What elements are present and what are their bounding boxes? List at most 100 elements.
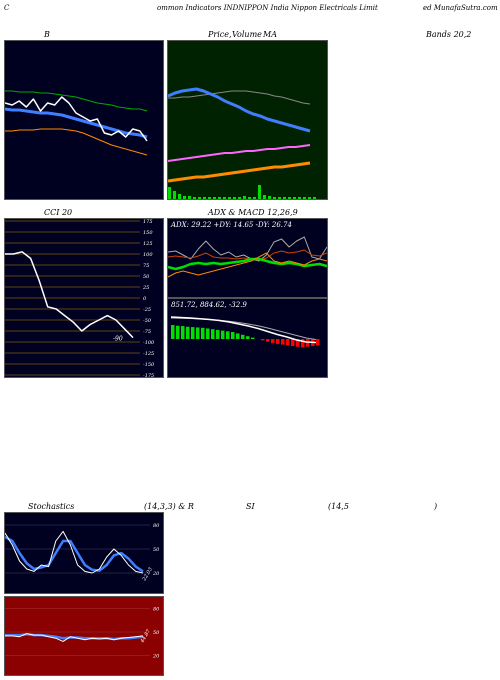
macd-hist-bar (206, 328, 210, 339)
macd-hist-bar (266, 339, 270, 342)
stoch-title: Stochastics (28, 502, 75, 511)
bollinger-title: B (44, 30, 50, 39)
price-title: Price, (208, 30, 232, 39)
rsi-params-close: ) (434, 502, 438, 511)
volume-bar (278, 197, 281, 199)
cci-tick-label: -175 (143, 373, 154, 377)
stoch-tick-label: 20 (152, 571, 160, 577)
volume-bar (238, 197, 241, 199)
si-title: SI (246, 502, 255, 511)
macd-hist-bar (306, 339, 310, 347)
volume-bar (208, 197, 211, 199)
volume-bar (173, 191, 176, 199)
adx-signal (168, 252, 327, 278)
volume-bar (283, 197, 286, 199)
cci-tick-label: -75 (143, 329, 151, 335)
stoch-k-line (5, 530, 144, 574)
volume-bar (193, 197, 196, 199)
bands-title: Bands 20,2 (426, 30, 472, 39)
price-overlap-label: Volume (232, 30, 262, 39)
adx-line (168, 236, 327, 262)
macd-hist-bar (211, 329, 215, 339)
cci-tick-label: 150 (143, 230, 153, 236)
macd-panel: 851.72, 884.62, -32.9 (167, 298, 328, 378)
bb-price-line (5, 96, 148, 142)
cci-tick-label: -50 (143, 318, 152, 324)
cci-line (5, 251, 134, 339)
macd-hist-bar (171, 325, 175, 339)
macd-hist-bar (186, 326, 190, 339)
ma-title: MA (263, 30, 277, 39)
rsi-panel: 80 50 20 44.87 (4, 596, 164, 676)
stoch-value-label: 22.03 (141, 567, 154, 583)
macd-hist-bar (246, 336, 250, 339)
macd-readout: 851.72, 884.62, -32.9 (171, 301, 247, 309)
volume-bar (273, 197, 276, 199)
ma-slow-line (168, 90, 311, 105)
macd-hist-bar (236, 333, 240, 339)
volume-bar (213, 197, 216, 199)
cci-tick-label: 175 (143, 219, 153, 225)
ma-fast-line (168, 87, 311, 133)
macd-hist-bar (216, 329, 220, 339)
bb-upper-band (5, 90, 148, 112)
volume-bar (198, 197, 201, 199)
adx-plus-di (168, 257, 327, 271)
volume-bar (313, 197, 316, 199)
stoch-params: (14,3,3) & R (144, 502, 194, 511)
volume-bar (298, 197, 301, 199)
cci-tick-label: 50 (143, 274, 150, 280)
macd-hist-bar (296, 339, 300, 347)
volume-bar (168, 187, 171, 199)
cci-tick-label: -25 (143, 307, 151, 313)
volume-bar (288, 197, 291, 199)
volume-bar (293, 197, 296, 199)
ma-pink-line (168, 144, 311, 162)
macd-hist-bar (316, 339, 320, 346)
cci-tick-label: 75 (143, 263, 149, 269)
bb-lower-band (5, 128, 148, 156)
stoch-tick-label: 80 (153, 523, 160, 529)
macd-hist-bar (231, 332, 235, 339)
adx-minus-di (168, 249, 327, 261)
cci-tick-label: 25 (142, 285, 149, 291)
macd-hist-bar (196, 327, 200, 339)
header-site: ed MunafaSutra.com (423, 4, 498, 12)
bb-middle-band (5, 107, 148, 139)
volume-bar (258, 185, 261, 199)
rsi-tick-label: 50 (153, 630, 160, 636)
rsi-line (5, 633, 144, 642)
volume-bar (308, 197, 311, 199)
volume-bar (203, 197, 206, 199)
adx-chart (168, 236, 327, 278)
macd-hist-bar (271, 339, 275, 344)
volume-bar (253, 197, 256, 199)
volume-bar (218, 197, 221, 199)
volume-bar (183, 196, 186, 199)
macd-hist-bar (286, 339, 290, 346)
cci-title: CCI 20 (44, 208, 73, 217)
macd-hist-bar (261, 339, 265, 341)
macd-hist-bar (201, 327, 205, 339)
macd-hist-bar (276, 339, 280, 344)
cci-panel: 175 150 125 100 75 50 25 0 -25 -50 -75 -100 -125 -150… (4, 218, 164, 378)
cci-tick-label: -100 (143, 340, 155, 346)
macd-hist-bar (301, 339, 305, 348)
bollinger-panel (4, 40, 164, 200)
rsi-tick-label: 20 (152, 653, 160, 659)
header-left: C (4, 4, 10, 12)
macd-chart (170, 316, 320, 348)
macd-hist-bar (191, 327, 195, 339)
cci-value-label: -90 (113, 336, 123, 343)
macd-hist-bar (251, 337, 255, 339)
bollinger-chart (5, 90, 148, 156)
adx-macd-title: ADX & MACD 12,26,9 (208, 208, 298, 217)
cci-chart: 175 150 125 100 75 50 25 0 -25 -50 -75 -100 -125 -150… (5, 219, 155, 377)
cci-tick-label: 125 (143, 241, 153, 247)
stochastics-panel: 80 50 20 22.03 (4, 512, 164, 594)
volume-bar (263, 195, 266, 199)
cci-tick-label: 0 (143, 296, 147, 302)
volume-bar (243, 196, 246, 199)
